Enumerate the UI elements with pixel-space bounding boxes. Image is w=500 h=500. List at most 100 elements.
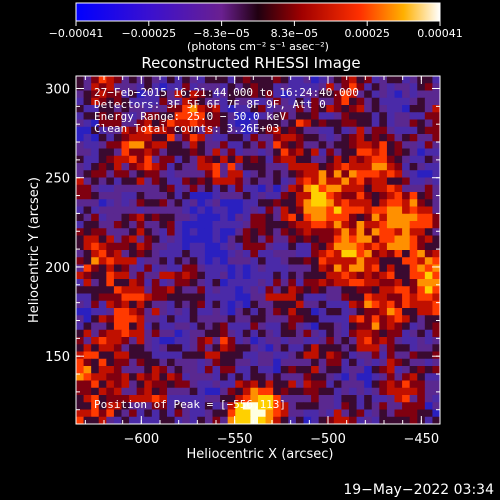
heatmap-cell [280, 395, 289, 403]
heatmap-cell [371, 293, 380, 302]
heatmap-cell [386, 387, 395, 396]
heatmap-cell [76, 286, 84, 294]
heatmap-cell [432, 199, 441, 207]
heatmap-cell [356, 228, 365, 236]
heatmap-cell [91, 271, 100, 280]
heatmap-cell [136, 409, 145, 418]
heatmap-cell [341, 148, 350, 157]
heatmap-cell [402, 242, 411, 251]
heatmap-cell [113, 264, 122, 273]
heatmap-cell [144, 184, 153, 193]
heatmap-cell [303, 315, 312, 323]
heatmap-cell [151, 83, 160, 91]
heatmap-cell [235, 271, 244, 280]
heatmap-cell [402, 76, 411, 84]
heatmap-cell [182, 257, 191, 265]
heatmap-cell [311, 206, 320, 215]
heatmap-cell [144, 279, 153, 287]
heatmap-cell [424, 395, 433, 403]
heatmap-cell [265, 257, 274, 265]
heatmap-cell [250, 380, 259, 389]
heatmap-cell [189, 322, 198, 331]
heatmap-cell [159, 105, 168, 113]
heatmap-cell [273, 141, 282, 149]
heatmap-cell [235, 329, 244, 338]
heatmap-cell [417, 329, 426, 338]
heatmap-cell [182, 112, 191, 120]
heatmap-cell [371, 126, 380, 135]
heatmap-cell [333, 344, 342, 352]
heatmap-cell [151, 402, 160, 410]
heatmap-cell [280, 358, 289, 367]
heatmap-cell [227, 373, 236, 381]
heatmap-cell [258, 105, 266, 113]
heatmap-cell [371, 206, 380, 215]
heatmap-cell [136, 351, 145, 360]
heatmap-cell [144, 83, 153, 91]
heatmap-cell [341, 322, 350, 331]
heatmap-cell [220, 366, 229, 374]
heatmap-cell [151, 170, 160, 178]
heatmap-cell [341, 242, 350, 251]
heatmap-cell [174, 105, 183, 113]
heatmap-cell [136, 213, 145, 222]
heatmap-cell [242, 126, 251, 135]
heatmap-cell [250, 228, 259, 236]
heatmap-cell [76, 366, 84, 374]
heatmap-cell [83, 250, 92, 258]
heatmap-cell [113, 76, 122, 84]
heatmap-cell [258, 119, 266, 128]
heatmap-cell [76, 177, 84, 186]
x-tick-label: −500 [310, 432, 346, 447]
heatmap-cell [402, 235, 411, 244]
heatmap-cell [386, 395, 395, 403]
heatmap-cell [288, 271, 297, 280]
heatmap-cell [212, 105, 221, 113]
heatmap-cell [250, 105, 259, 113]
heatmap-cell [242, 163, 251, 171]
heatmap-cell [106, 134, 115, 142]
heatmap-cell [326, 344, 335, 352]
heatmap-cell [402, 387, 411, 396]
heatmap-cell [91, 228, 100, 236]
heatmap-cell [113, 279, 122, 287]
heatmap-cell [83, 112, 92, 120]
heatmap-cell [220, 228, 229, 236]
heatmap-cell [129, 221, 138, 229]
heatmap-cell [326, 322, 335, 331]
heatmap-cell [295, 213, 304, 222]
heatmap-cell [182, 395, 191, 403]
heatmap-cell [250, 192, 259, 200]
heatmap-cell [432, 409, 441, 418]
heatmap-cell [303, 141, 312, 149]
heatmap-cell [144, 344, 153, 352]
heatmap-cell [295, 235, 304, 244]
heatmap-cell [182, 97, 191, 106]
heatmap-cell [273, 358, 282, 367]
heatmap-cell [250, 402, 259, 410]
heatmap-cell [121, 395, 130, 403]
heatmap-cell [280, 242, 289, 251]
heatmap-cell [258, 380, 266, 389]
heatmap-cell [394, 257, 403, 265]
heatmap-cell [235, 192, 244, 200]
heatmap-cell [424, 90, 433, 99]
heatmap-cell [280, 373, 289, 381]
heatmap-cell [227, 105, 236, 113]
heatmap-cell [167, 83, 175, 91]
heatmap-cell [386, 213, 395, 222]
heatmap-cell [197, 90, 206, 99]
heatmap-cell [386, 184, 395, 193]
heatmap-cell [76, 213, 84, 222]
heatmap-cell [386, 235, 395, 244]
heatmap-cell [91, 351, 100, 360]
heatmap-cell [106, 221, 115, 229]
heatmap-cell [159, 192, 168, 200]
heatmap-cell [258, 155, 266, 164]
heatmap-cell [204, 192, 213, 200]
heatmap-cell [333, 163, 342, 171]
heatmap-cell [98, 257, 107, 265]
heatmap-cell [242, 387, 251, 396]
heatmap-cell [235, 322, 244, 331]
heatmap-cell [144, 199, 153, 207]
